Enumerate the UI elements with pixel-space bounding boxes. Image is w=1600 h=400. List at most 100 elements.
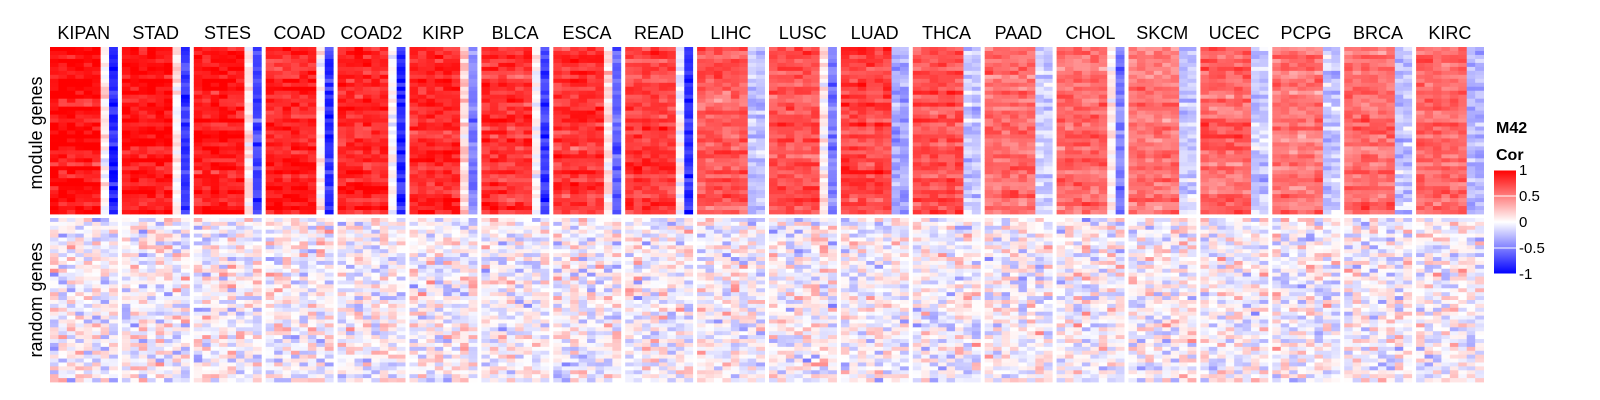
heatmap-cell xyxy=(210,350,220,356)
heatmap-cell xyxy=(130,170,140,175)
heatmap-cell xyxy=(523,98,533,104)
heatmap-cell xyxy=(426,170,436,175)
heatmap-cell xyxy=(409,346,419,352)
heatmap-cell xyxy=(371,335,381,340)
heatmap-cell xyxy=(396,114,406,119)
heatmap-cell xyxy=(443,118,453,123)
heatmap-cell xyxy=(540,366,550,371)
heatmap-cell xyxy=(396,198,406,203)
heatmap-cell xyxy=(210,272,220,277)
heatmap-cell xyxy=(291,362,300,367)
heatmap-cell xyxy=(227,166,237,171)
heatmap-cell xyxy=(561,58,571,64)
heatmap-cell xyxy=(66,257,76,262)
heatmap-cell xyxy=(66,370,76,375)
heatmap-cell xyxy=(540,288,550,293)
heatmap-cell xyxy=(172,82,182,88)
heatmap-cell xyxy=(121,62,131,68)
heatmap-cell xyxy=(371,98,381,104)
heatmap-cell xyxy=(354,90,364,96)
heatmap-cell xyxy=(316,154,326,159)
heatmap-cell xyxy=(210,335,220,340)
heatmap-cell xyxy=(362,194,372,199)
heatmap-cell xyxy=(75,327,85,332)
heatmap-cell xyxy=(515,272,524,277)
heatmap-cell xyxy=(443,162,453,167)
heatmap-cell xyxy=(481,47,491,52)
heatmap-cell xyxy=(265,284,275,289)
heatmap-cell xyxy=(75,358,85,363)
heatmap-cell xyxy=(210,202,220,207)
heatmap-cell xyxy=(130,174,140,179)
heatmap-panel-stes-random xyxy=(193,218,262,383)
heatmap-cell xyxy=(570,130,580,135)
heatmap-cell xyxy=(532,194,541,199)
heatmap-cell xyxy=(434,218,444,223)
heatmap-cell xyxy=(532,354,541,359)
heatmap-cell xyxy=(515,186,524,191)
heatmap-cell xyxy=(515,315,524,320)
heatmap-cell xyxy=(92,327,102,332)
heatmap-cell xyxy=(468,142,478,147)
heatmap-cell xyxy=(396,346,406,352)
heatmap-cell xyxy=(121,253,131,258)
heatmap-cell xyxy=(50,280,59,285)
heatmap-cell xyxy=(274,323,283,328)
heatmap-cell xyxy=(489,162,499,167)
heatmap-cell xyxy=(337,358,347,363)
heatmap-cell xyxy=(337,218,347,223)
heatmap-cell xyxy=(578,102,588,108)
heatmap-cell xyxy=(337,249,347,254)
heatmap-cell xyxy=(138,206,148,211)
heatmap-cell xyxy=(244,182,254,187)
heatmap-cell xyxy=(58,331,68,336)
heatmap-cell xyxy=(316,54,326,60)
heatmap-cell xyxy=(388,182,398,187)
heatmap-cell xyxy=(210,284,220,289)
heatmap-cell xyxy=(100,162,110,167)
heatmap-cell xyxy=(515,257,524,262)
heatmap-cell xyxy=(523,198,533,203)
heatmap-cell xyxy=(100,374,110,379)
heatmap-cell xyxy=(451,98,461,104)
heatmap-cell xyxy=(506,260,516,266)
heatmap-cell xyxy=(388,245,398,250)
heatmap-cell xyxy=(316,198,326,203)
heatmap-cell xyxy=(219,221,228,227)
heatmap-cell xyxy=(83,134,93,139)
heatmap-cell xyxy=(180,331,190,336)
heatmap-cell xyxy=(354,86,364,92)
heatmap-cell xyxy=(506,335,516,340)
heatmap-cell xyxy=(426,300,436,305)
heatmap-cell xyxy=(265,86,275,92)
heatmap-cell xyxy=(227,245,237,250)
heatmap-cell xyxy=(58,146,68,151)
heatmap-cell xyxy=(299,106,309,112)
heatmap-cell xyxy=(66,162,76,167)
heatmap-cell xyxy=(193,311,203,317)
heatmap-cell xyxy=(561,158,571,163)
heatmap-cell xyxy=(346,170,355,175)
heatmap-cell xyxy=(138,323,148,328)
heatmap-cell xyxy=(409,292,419,297)
heatmap-cell xyxy=(100,194,110,199)
heatmap-cell xyxy=(489,106,499,112)
heatmap-cell xyxy=(388,350,398,356)
heatmap-cell xyxy=(138,319,148,324)
heatmap-cell xyxy=(50,54,59,60)
heatmap-cell xyxy=(354,249,364,254)
heatmap-cell xyxy=(66,249,76,254)
heatmap-cell xyxy=(130,142,140,147)
heatmap-cell xyxy=(50,296,59,301)
heatmap-cell xyxy=(164,342,173,348)
heatmap-cell xyxy=(130,66,140,72)
heatmap-cell xyxy=(219,154,228,159)
heatmap-cell xyxy=(265,257,275,262)
heatmap-cell xyxy=(138,186,148,191)
heatmap-cell xyxy=(532,94,541,100)
heatmap-cell xyxy=(532,74,541,80)
heatmap-cell xyxy=(553,82,563,88)
heatmap-cell xyxy=(130,260,140,266)
heatmap-cell xyxy=(561,98,571,104)
heatmap-cell xyxy=(244,142,254,147)
